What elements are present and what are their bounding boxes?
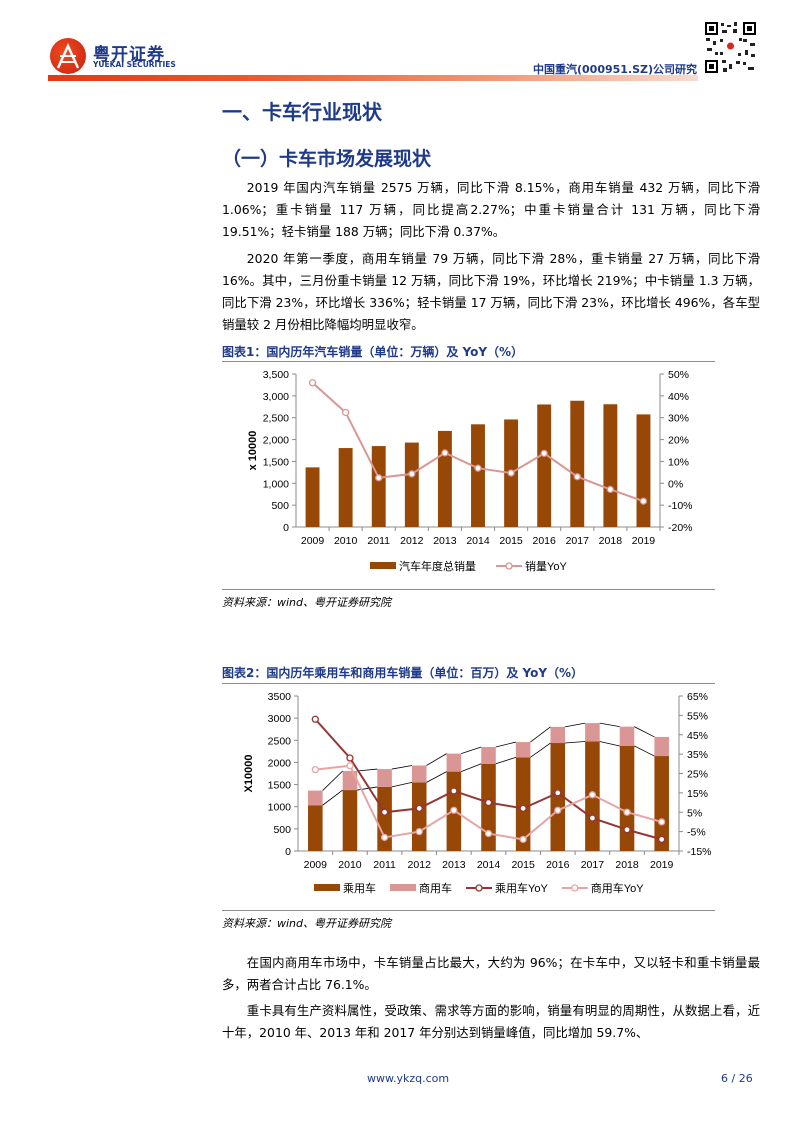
svg-text:0: 0 <box>285 846 291 858</box>
figure1-chart: 0 500 1,000 1,500 2,000 2,500 3,000 3,500 -20% -1… <box>247 369 693 573</box>
svg-text:2010: 2010 <box>338 859 362 871</box>
svg-text:0: 0 <box>283 522 289 534</box>
svg-text:2017: 2017 <box>581 859 605 871</box>
figure2-source: 资料来源：wind、粤开证券研究院 <box>222 917 392 930</box>
svg-text:40%: 40% <box>668 391 689 403</box>
subsection-heading: （一）卡车市场发展现状 <box>222 148 432 170</box>
figure2-top-rule <box>222 683 715 684</box>
header-divider <box>48 75 698 81</box>
svg-text:2,500: 2,500 <box>263 413 289 425</box>
svg-text:2019: 2019 <box>650 859 674 871</box>
page-number: 6 / 26 <box>721 1072 753 1085</box>
svg-text:2011: 2011 <box>367 535 390 547</box>
svg-text:2016: 2016 <box>546 859 570 871</box>
figure1-source: 资料来源：wind、粤开证券研究院 <box>222 596 392 609</box>
svg-text:45%: 45% <box>687 730 708 742</box>
svg-text:500: 500 <box>273 824 291 836</box>
svg-text:2019: 2019 <box>632 535 656 547</box>
svg-text:1500: 1500 <box>268 780 292 792</box>
svg-text:20%: 20% <box>668 435 689 447</box>
svg-text:2012: 2012 <box>408 859 432 871</box>
svg-text:30%: 30% <box>668 413 689 425</box>
svg-text:3500: 3500 <box>268 691 292 703</box>
svg-text:2013: 2013 <box>442 859 466 871</box>
svg-text:-5%: -5% <box>687 827 706 839</box>
figure2-title: 图表2：国内历年乘用车和商用车销量（单位：百万）及 YoY（%） <box>222 666 584 680</box>
svg-text:2017: 2017 <box>566 535 590 547</box>
svg-text:乘用车: 乘用车 <box>343 881 376 895</box>
svg-text:0%: 0% <box>668 478 683 490</box>
company-logo-icon <box>50 38 86 74</box>
figure2-chart: 0 500 1000 1500 2000 2500 3000 3500 -15% -5% 5% 15%… <box>243 691 712 895</box>
svg-text:3000: 3000 <box>268 713 292 725</box>
logo-text-cn: 粤开证券 <box>93 45 165 65</box>
svg-text:2012: 2012 <box>400 535 424 547</box>
svg-text:25%: 25% <box>687 769 708 781</box>
svg-text:乘用车YoY: 乘用车YoY <box>495 881 548 895</box>
svg-text:2015: 2015 <box>511 859 535 871</box>
qr-code-icon <box>703 20 758 75</box>
svg-text:汽车年度总销量: 汽车年度总销量 <box>399 559 476 573</box>
svg-text:5%: 5% <box>687 807 702 819</box>
svg-text:2018: 2018 <box>599 535 623 547</box>
svg-text:1,000: 1,000 <box>263 478 289 490</box>
svg-text:-20%: -20% <box>668 522 693 534</box>
svg-text:500: 500 <box>271 500 289 512</box>
svg-text:2018: 2018 <box>615 859 639 871</box>
svg-text:商用车: 商用车 <box>419 881 452 895</box>
paragraph-4: 重卡具有生产资料属性，受政策、需求等方面的影响，销量有明显的周期性，从数据上看，… <box>222 1003 760 1040</box>
svg-text:2014: 2014 <box>477 859 501 871</box>
svg-text:2009: 2009 <box>304 859 328 871</box>
figure1-top-rule <box>222 361 715 362</box>
svg-text:15%: 15% <box>687 788 708 800</box>
svg-text:2500: 2500 <box>268 735 292 747</box>
svg-text:2013: 2013 <box>433 535 457 547</box>
svg-text:65%: 65% <box>687 691 708 703</box>
svg-text:2016: 2016 <box>533 535 557 547</box>
svg-text:商用车YoY: 商用车YoY <box>591 881 644 895</box>
svg-text:2010: 2010 <box>334 535 358 547</box>
svg-text:-15%: -15% <box>687 846 712 858</box>
section-heading: 一、卡车行业现状 <box>222 100 382 124</box>
svg-text:10%: 10% <box>668 456 689 468</box>
svg-text:1,500: 1,500 <box>263 456 289 468</box>
figure1-title: 图表1：国内历年汽车销量（单位：万辆）及 YoY（%） <box>222 345 524 359</box>
svg-text:35%: 35% <box>687 749 708 761</box>
svg-text:1000: 1000 <box>268 802 292 814</box>
logo-text-en: YUEKAI SECURITIES <box>93 60 176 69</box>
svg-text:3,500: 3,500 <box>263 369 289 381</box>
report-title: 中国重汽(000951.SZ)公司研究 <box>533 63 698 76</box>
svg-text:2000: 2000 <box>268 757 292 769</box>
svg-text:2011: 2011 <box>373 859 396 871</box>
svg-text:55%: 55% <box>687 710 708 722</box>
svg-text:3,000: 3,000 <box>263 391 289 403</box>
svg-text:2014: 2014 <box>466 535 490 547</box>
svg-text:销量YoY: 销量YoY <box>525 559 567 573</box>
footer-url-link[interactable]: www.ykzq.com <box>367 1072 450 1085</box>
svg-text:2,000: 2,000 <box>263 435 289 447</box>
paragraph-3: 在国内商用车市场中，卡车销量占比最大，大约为 96%；在卡车中，又以轻卡和重卡销… <box>222 955 760 992</box>
svg-text:2009: 2009 <box>301 535 325 547</box>
svg-text:-10%: -10% <box>668 500 693 512</box>
logo-mark-icon <box>56 42 80 69</box>
svg-text:X10000: X10000 <box>243 755 255 793</box>
figure1-bottom-rule <box>222 589 715 590</box>
svg-text:50%: 50% <box>668 369 689 381</box>
svg-text:2015: 2015 <box>499 535 523 547</box>
figure2-bottom-rule <box>222 910 715 911</box>
paragraph-2: 2020 年第一季度，商用车销量 79 万辆，同比下滑 28%，重卡销量 27 … <box>222 251 760 332</box>
paragraph-1: 2019 年国内汽车销量 2575 万辆，同比下滑 8.15%，商用车销量 43… <box>222 180 760 239</box>
svg-text:x 10000: x 10000 <box>247 431 259 471</box>
